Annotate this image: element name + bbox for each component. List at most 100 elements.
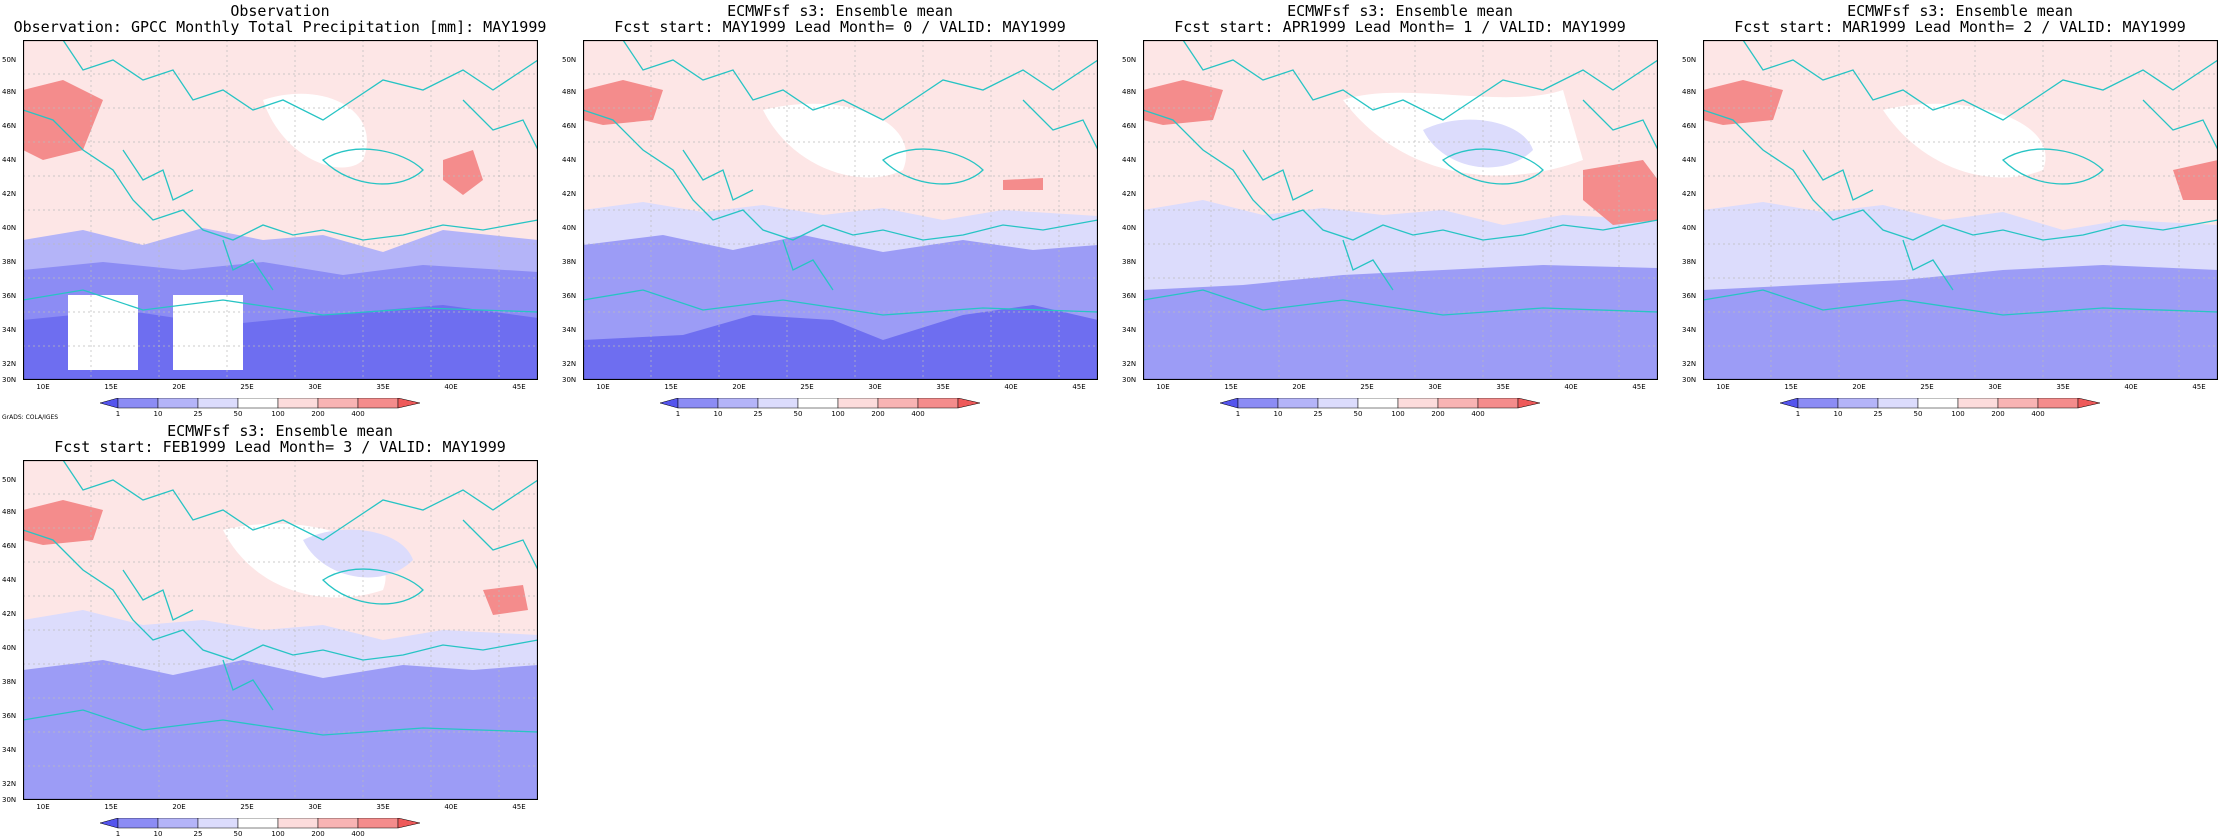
lon-label: 10E	[1716, 383, 1730, 391]
panel-subtitle: Fcst start: MAY1999 Lead Month= 0 / VALI…	[614, 18, 1066, 36]
lat-label: 48N	[1122, 88, 1137, 96]
lon-label: 35E	[936, 383, 950, 391]
lat-label: 34N	[1682, 326, 1697, 334]
colorbar-tick: 400	[911, 410, 925, 418]
lon-label: 25E	[800, 383, 814, 391]
panel-subtitle: Observation: GPCC Monthly Total Precipit…	[13, 18, 547, 36]
lat-label: 34N	[2, 326, 17, 334]
lon-label: 35E	[1496, 383, 1510, 391]
lon-label: 45E	[2192, 383, 2206, 391]
lat-label: 48N	[2, 508, 17, 516]
lon-label: 15E	[104, 383, 118, 391]
lat-label: 44N	[2, 156, 17, 164]
lat-label: 32N	[2, 780, 17, 788]
colorbar-tick: 1	[1795, 410, 1801, 418]
colorbar-tick: 50	[233, 410, 243, 418]
colorbar-tick: 200	[1431, 410, 1445, 418]
colorbar-tick: 10	[153, 410, 163, 418]
lat-label: 46N	[1122, 122, 1137, 130]
colorbar-tick: 100	[271, 410, 285, 418]
colorbar-tick: 10	[153, 830, 163, 838]
grads-credit: GrADS: COLA/IGES	[2, 414, 59, 421]
lon-label: 25E	[240, 803, 254, 811]
lat-label: 30N	[2, 796, 17, 804]
lon-label: 30E	[868, 383, 882, 391]
lat-label: 38N	[1682, 258, 1697, 266]
lat-label: 48N	[1682, 88, 1697, 96]
precip-map	[583, 40, 1098, 380]
lat-label: 46N	[2, 122, 17, 130]
panel-title: Observation	[230, 2, 330, 20]
lat-label: 50N	[562, 56, 577, 64]
map-panel-lead3: ECMWFsf s3: Ensemble mean Fcst start: FE…	[0, 420, 560, 840]
lon-label: 10E	[36, 383, 50, 391]
precip-map	[23, 40, 538, 380]
lat-label: 42N	[562, 190, 577, 198]
colorbar	[1780, 398, 2101, 409]
lon-label: 15E	[104, 803, 118, 811]
precip-map	[23, 460, 538, 800]
lat-label: 46N	[2, 542, 17, 550]
colorbar-tick: 10	[1833, 410, 1843, 418]
colorbar-tick: 50	[1913, 410, 1923, 418]
lon-label: 25E	[1920, 383, 1934, 391]
colorbar-tick: 400	[1471, 410, 1485, 418]
lat-label: 50N	[2, 476, 17, 484]
colorbar-tick: 200	[1991, 410, 2005, 418]
lat-label: 48N	[562, 88, 577, 96]
gridlines	[23, 40, 538, 380]
lat-label: 44N	[1122, 156, 1137, 164]
lat-label: 36N	[2, 712, 17, 720]
lon-label: 35E	[376, 803, 390, 811]
lat-label: 36N	[2, 292, 17, 300]
map-panel-observation: Observation Observation: GPCC Monthly To…	[0, 0, 560, 422]
precip-map	[1703, 40, 2218, 380]
lon-label: 40E	[1004, 383, 1018, 391]
lat-label: 38N	[562, 258, 577, 266]
lon-label: 20E	[172, 383, 186, 391]
lon-label: 35E	[376, 383, 390, 391]
colorbar-tick: 10	[1273, 410, 1283, 418]
lat-label: 38N	[2, 678, 17, 686]
colorbar-tick: 50	[233, 830, 243, 838]
panel-title: ECMWFsf s3: Ensemble mean	[1287, 2, 1513, 20]
colorbar-tick: 1	[115, 830, 121, 838]
coastlines	[23, 40, 538, 316]
lon-label: 15E	[1224, 383, 1238, 391]
colorbar	[660, 398, 981, 409]
lon-label: 45E	[1072, 383, 1086, 391]
lat-label: 34N	[1122, 326, 1137, 334]
lat-label: 40N	[2, 644, 17, 652]
lat-label: 30N	[1122, 376, 1137, 384]
panel-subtitle: Fcst start: FEB1999 Lead Month= 3 / VALI…	[54, 438, 506, 456]
lon-label: 40E	[444, 803, 458, 811]
lat-label: 30N	[1682, 376, 1697, 384]
lon-label: 40E	[1564, 383, 1578, 391]
lon-label: 15E	[664, 383, 678, 391]
lon-label: 45E	[512, 383, 526, 391]
colorbar-tick: 10	[713, 410, 723, 418]
lat-label: 48N	[2, 88, 17, 96]
lon-label: 20E	[1292, 383, 1306, 391]
lat-label: 38N	[2, 258, 17, 266]
colorbar	[100, 398, 421, 409]
panel-subtitle: Fcst start: MAR1999 Lead Month= 2 / VALI…	[1734, 18, 2186, 36]
precip-map	[1143, 40, 1658, 380]
lat-label: 36N	[1682, 292, 1697, 300]
lat-label: 46N	[1682, 122, 1697, 130]
lon-label: 20E	[732, 383, 746, 391]
lon-label: 20E	[172, 803, 186, 811]
lon-label: 30E	[308, 803, 322, 811]
lat-label: 40N	[1122, 224, 1137, 232]
colorbar-tick: 25	[193, 830, 203, 838]
colorbar-tick: 100	[1951, 410, 1965, 418]
colorbar-tick: 400	[2031, 410, 2045, 418]
lat-label: 40N	[562, 224, 577, 232]
lat-label: 40N	[1682, 224, 1697, 232]
lon-label: 40E	[444, 383, 458, 391]
lat-label: 44N	[1682, 156, 1697, 164]
lat-label: 34N	[562, 326, 577, 334]
lat-label: 32N	[1122, 360, 1137, 368]
colorbar-tick: 100	[1391, 410, 1405, 418]
colorbar-tick: 50	[793, 410, 803, 418]
